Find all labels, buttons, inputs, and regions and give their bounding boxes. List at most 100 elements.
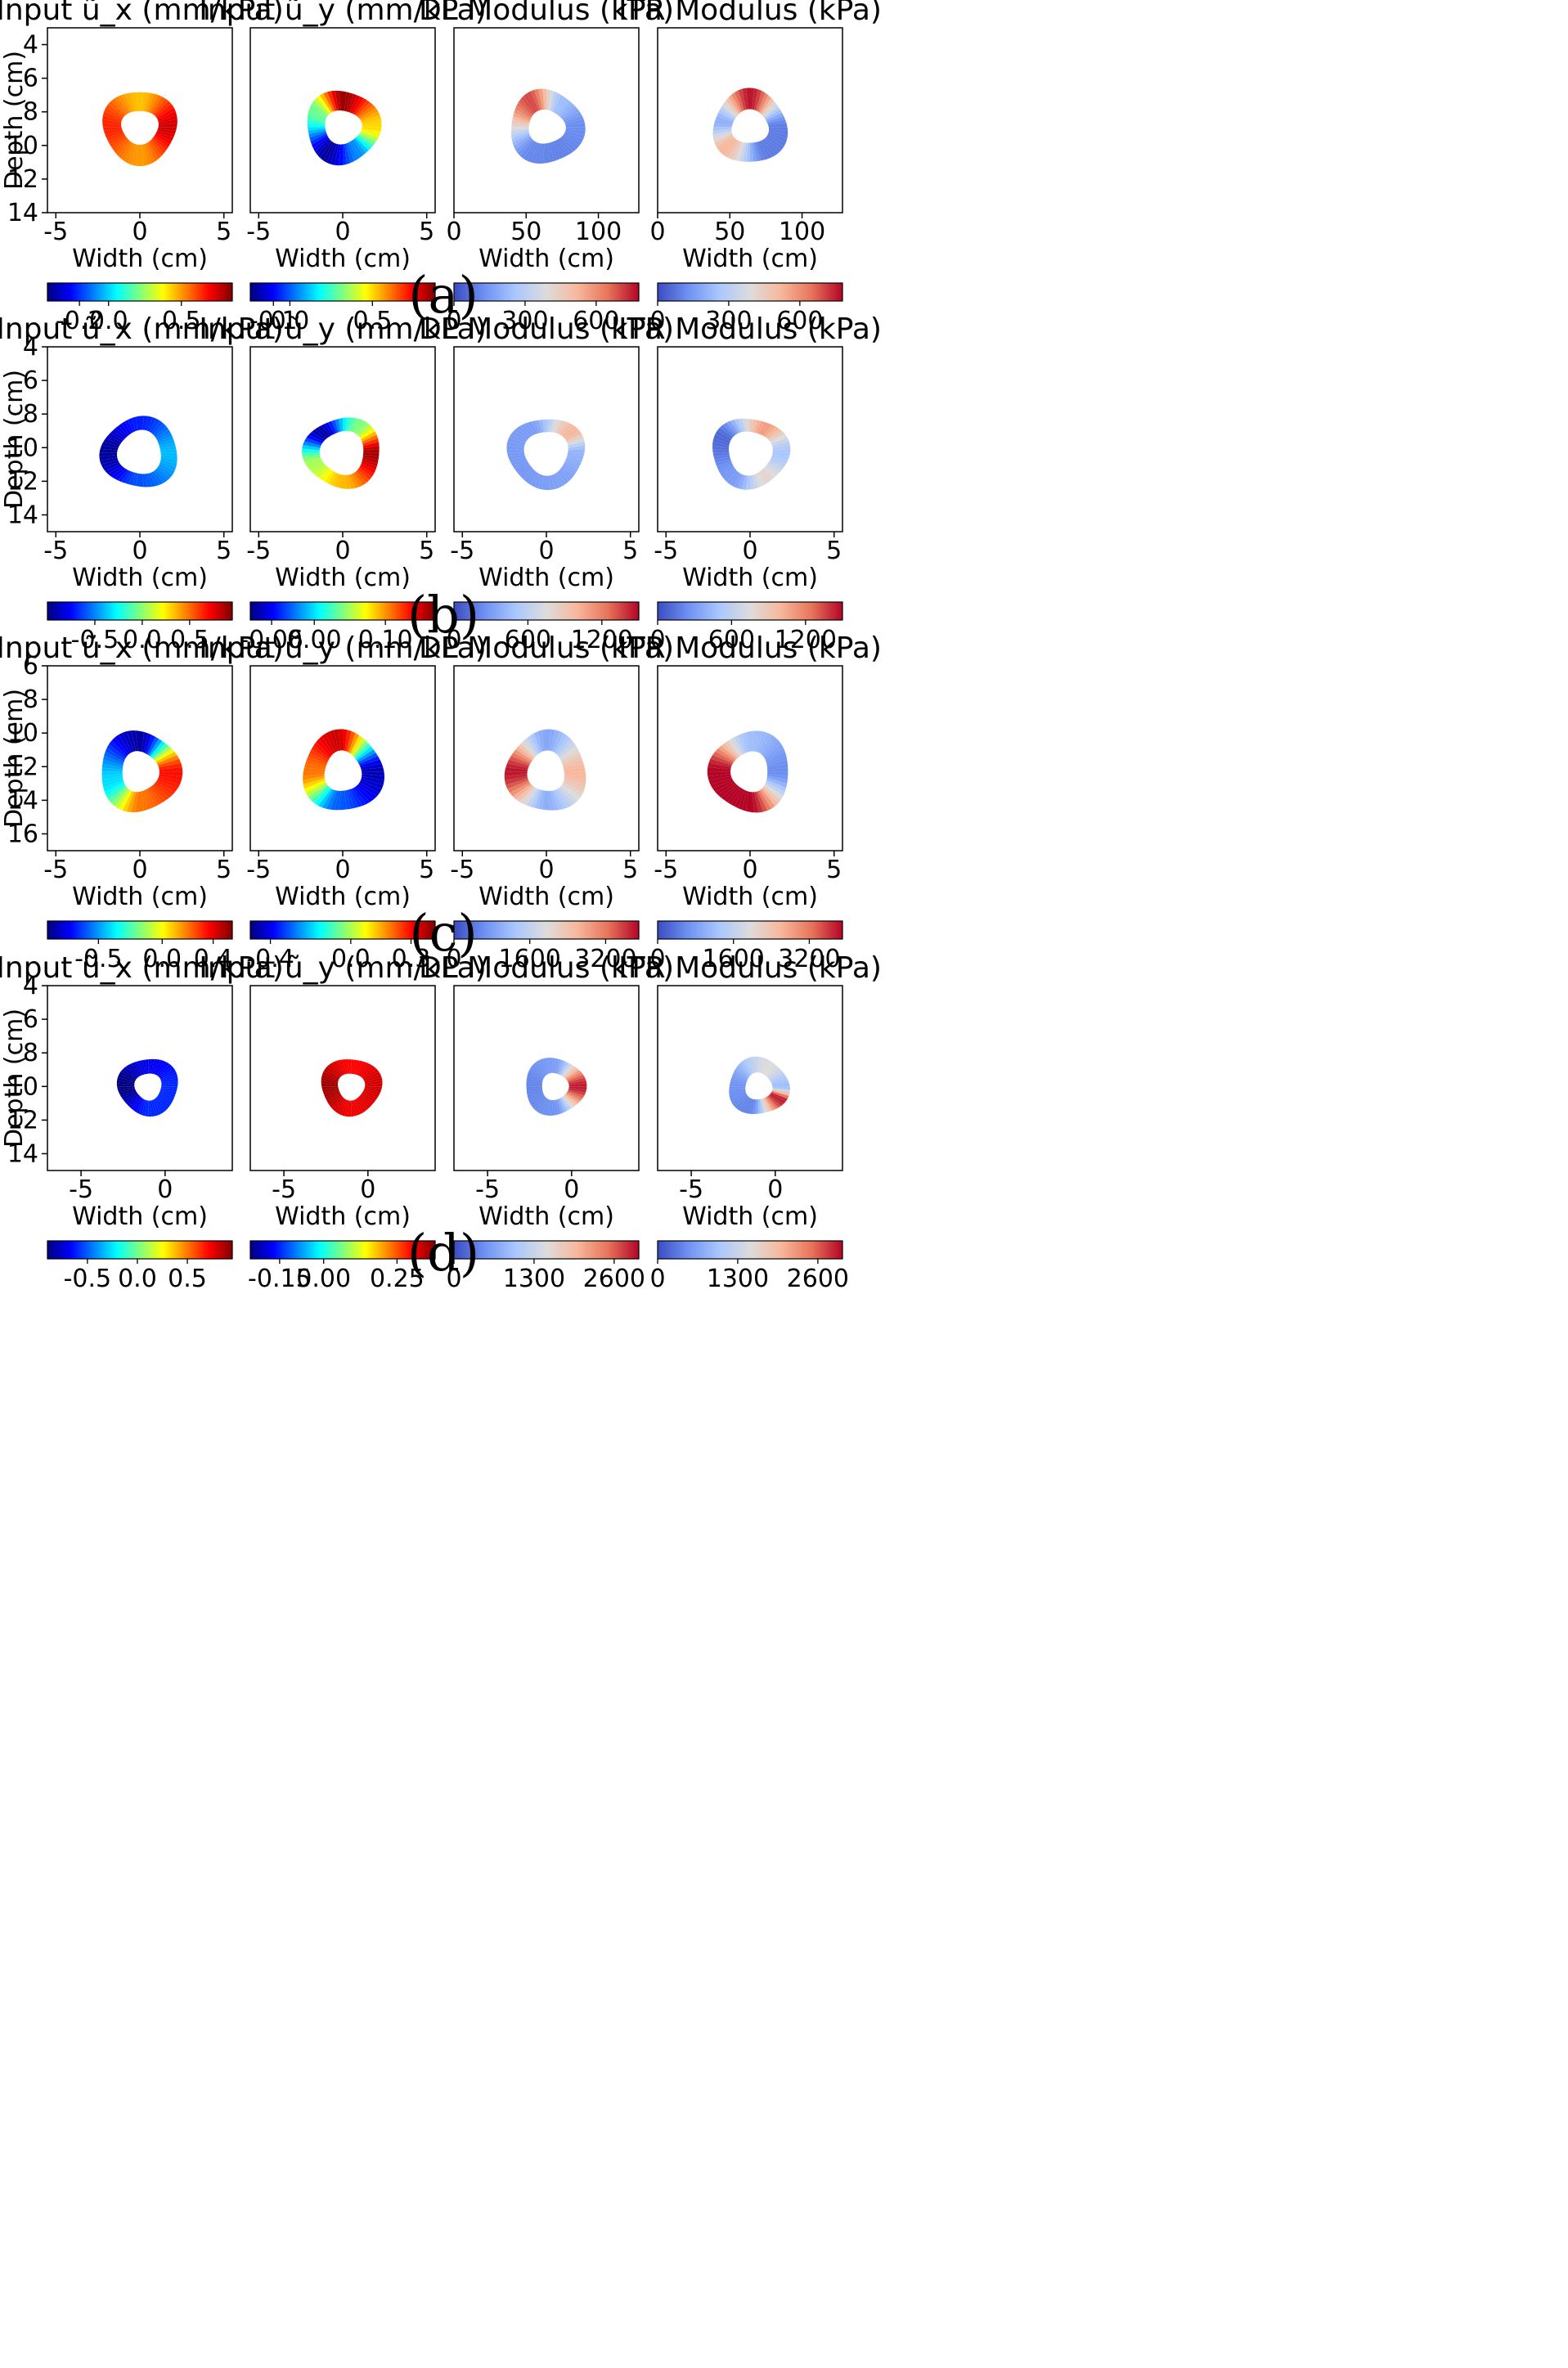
ring-segment — [520, 96, 536, 115]
panel-title: Input ũ_y (mm/kPa) — [199, 0, 487, 27]
ring-segment — [754, 420, 762, 434]
ring-segment — [325, 1066, 341, 1079]
ring-segment — [154, 101, 172, 117]
ring-segment — [519, 786, 536, 804]
x-tick-label: 0 — [446, 218, 461, 246]
ring-segment — [512, 784, 532, 800]
panel-title: ITR Modulus (kPa) — [618, 0, 882, 27]
ring-segment — [348, 1100, 352, 1117]
ring-segment — [542, 419, 546, 433]
ring-segment — [128, 1095, 142, 1109]
ring-segment — [509, 434, 527, 443]
ring-segment — [346, 92, 354, 112]
ring-segment — [761, 1058, 768, 1074]
ring-segment — [752, 1056, 757, 1073]
ring-segment — [553, 141, 564, 160]
ring-segment — [511, 128, 529, 135]
ring-segment — [159, 762, 182, 770]
ring-segment — [142, 144, 148, 166]
ring-segment — [308, 128, 326, 135]
ring-segment — [557, 470, 569, 484]
ring-segment — [326, 91, 337, 111]
ring-segment — [559, 1097, 569, 1112]
x-tick-label: -5 — [246, 218, 271, 246]
ring-segment — [766, 134, 786, 147]
ring-segment — [720, 106, 736, 119]
ring-segment — [563, 780, 585, 793]
ring-segment — [768, 1094, 784, 1106]
axes-frame — [249, 665, 436, 851]
ring-segment — [358, 756, 380, 766]
ring-segment — [159, 442, 176, 449]
colorbar-tick-label: 0 — [446, 307, 461, 335]
ring-segment — [362, 438, 380, 447]
ring-segment — [365, 1083, 383, 1087]
ring-segment — [138, 1099, 146, 1116]
ring-segment — [550, 730, 560, 752]
ring-segment — [351, 1059, 354, 1074]
ring-segment — [745, 731, 750, 753]
ring-segment — [559, 1098, 567, 1113]
panel-title: ITR Modulus (kPa) — [618, 951, 882, 985]
ring-segment — [560, 748, 580, 762]
ring-segment — [527, 735, 539, 755]
ring-segment — [151, 1058, 158, 1074]
ring-segment — [533, 731, 543, 753]
ring-segment — [712, 449, 730, 453]
ring-segment — [140, 730, 145, 753]
ring-segment — [767, 1095, 782, 1108]
ring-segment — [152, 98, 169, 115]
ring-segment — [530, 1094, 545, 1107]
ring-segment — [567, 1074, 585, 1082]
ring-segment — [528, 1093, 544, 1104]
x-tick-label: 50 — [510, 218, 541, 246]
ring-segment — [565, 128, 586, 136]
ring-segment — [362, 123, 382, 128]
ring-segment — [506, 448, 524, 453]
ring-segment — [566, 1092, 583, 1101]
ring-segment — [140, 144, 144, 167]
ring-segment — [318, 735, 334, 756]
ring-segment — [765, 465, 780, 475]
ring-segment — [729, 1090, 746, 1099]
y-tick-label: 8 — [23, 1039, 38, 1067]
colorbar-tick-label: 0 — [446, 1265, 461, 1293]
ring-segment — [111, 737, 129, 757]
ring-segment — [769, 459, 787, 467]
ring-segment — [140, 416, 145, 430]
axes-frame — [47, 665, 233, 851]
ring-segment — [351, 1100, 355, 1117]
tissue-ring — [321, 1059, 383, 1117]
ring-segment — [346, 730, 356, 753]
ring-segment — [303, 457, 322, 465]
ring-segment — [102, 127, 122, 131]
ring-segment — [771, 1077, 788, 1084]
ring-segment — [160, 452, 177, 456]
ring-segment — [131, 1096, 142, 1111]
ring-segment — [127, 791, 137, 813]
y-tick-label: 12 — [7, 753, 38, 781]
ring-segment — [341, 1059, 348, 1074]
ring-segment — [712, 445, 730, 451]
ring-segment — [357, 784, 377, 800]
colorbar-tick-label: 0 — [446, 626, 461, 654]
ring-segment — [319, 93, 334, 113]
ring-segment — [303, 780, 326, 793]
ring-segment — [717, 783, 737, 798]
ring-segment — [159, 771, 183, 776]
ring-segment — [145, 1059, 149, 1074]
ring-segment — [152, 1099, 162, 1116]
ring-segment — [511, 127, 529, 131]
tissue-ring — [504, 729, 586, 811]
colorbar-tick-label: 2600 — [583, 1265, 645, 1293]
ring-segment — [724, 785, 740, 803]
ring-segment — [160, 1086, 178, 1090]
ring-segment — [349, 417, 360, 432]
ring-segment — [564, 773, 586, 780]
panel-title: DL Modulus (kPa) — [419, 312, 674, 346]
ring-segment — [713, 434, 730, 444]
ring-segment — [717, 463, 734, 474]
ring-segment — [322, 1089, 339, 1095]
